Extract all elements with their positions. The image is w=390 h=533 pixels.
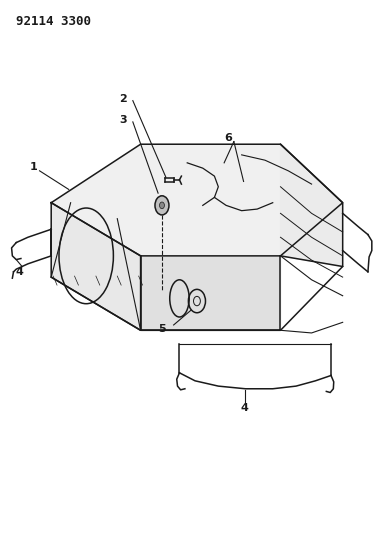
Polygon shape — [140, 256, 280, 330]
Text: 4: 4 — [241, 403, 249, 414]
Text: 3: 3 — [119, 115, 127, 125]
Circle shape — [155, 196, 169, 215]
Text: 5: 5 — [158, 324, 166, 334]
Polygon shape — [51, 203, 140, 330]
Text: 92114 3300: 92114 3300 — [16, 14, 91, 28]
Polygon shape — [280, 144, 343, 266]
Text: 6: 6 — [224, 133, 232, 143]
Text: 2: 2 — [119, 94, 127, 104]
Text: 1: 1 — [30, 161, 37, 172]
Circle shape — [160, 202, 165, 209]
Text: 4: 4 — [16, 267, 23, 277]
Polygon shape — [51, 144, 343, 256]
